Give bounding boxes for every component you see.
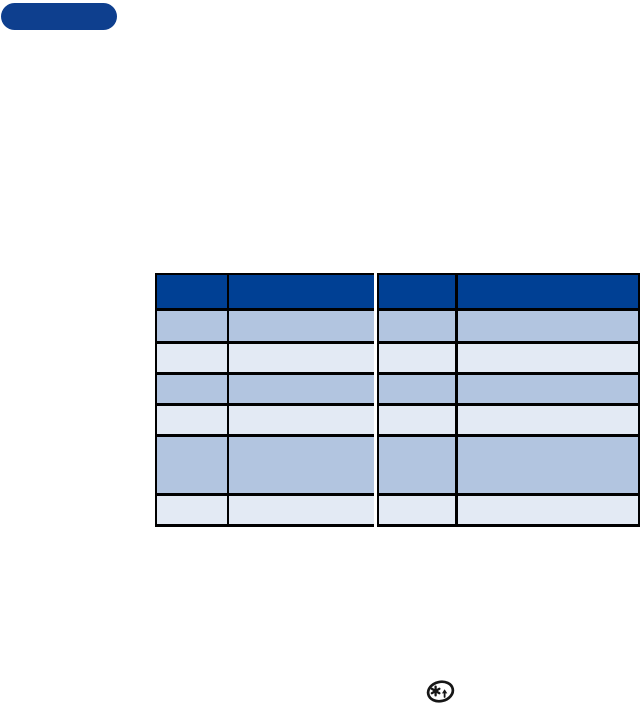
table-right-header-row <box>378 274 639 309</box>
table-right <box>377 273 640 527</box>
table-row <box>156 307 374 342</box>
table-cell <box>227 433 374 494</box>
table-cell <box>378 402 457 435</box>
asterisk-shift-key-icon <box>426 680 455 703</box>
table-cell <box>378 307 457 342</box>
key-outline <box>426 680 455 703</box>
table-row <box>156 433 374 494</box>
table-cell <box>227 371 374 404</box>
chapter-tab-pill <box>1 3 117 30</box>
table-cell <box>455 492 639 525</box>
table-cell <box>227 340 374 373</box>
table-cell <box>378 340 457 373</box>
table-cell <box>227 492 374 525</box>
table-cell <box>378 433 457 494</box>
table-row <box>378 340 639 373</box>
table-cell <box>455 371 639 404</box>
indicator-tables <box>155 273 640 527</box>
table-row <box>378 371 639 404</box>
up-arrow-glyph <box>441 689 448 698</box>
table-cell <box>455 402 639 435</box>
table-row <box>156 371 374 404</box>
table-cell <box>156 307 228 342</box>
table-cell <box>227 307 374 342</box>
table-row <box>156 340 374 373</box>
table-row <box>156 492 374 525</box>
table-row <box>378 307 639 342</box>
asterisk-glyph <box>430 685 441 697</box>
table-cell <box>378 371 457 404</box>
table-row <box>378 433 639 494</box>
table-cell <box>455 307 639 342</box>
table-row <box>378 492 639 525</box>
table-cell <box>156 340 228 373</box>
table-cell <box>227 402 374 435</box>
table-cell <box>156 492 228 525</box>
table-row <box>156 402 374 435</box>
table-row <box>378 402 639 435</box>
table-left-header-row <box>156 274 374 309</box>
table-header-cell <box>227 274 374 309</box>
table-cell <box>156 433 228 494</box>
table-left <box>155 273 374 527</box>
table-cell <box>378 492 457 525</box>
table-header-cell <box>378 274 457 309</box>
table-cell <box>455 433 639 494</box>
table-cell <box>455 340 639 373</box>
table-cell <box>156 402 228 435</box>
table-header-cell <box>156 274 228 309</box>
table-cell <box>156 371 228 404</box>
table-header-cell <box>455 274 639 309</box>
